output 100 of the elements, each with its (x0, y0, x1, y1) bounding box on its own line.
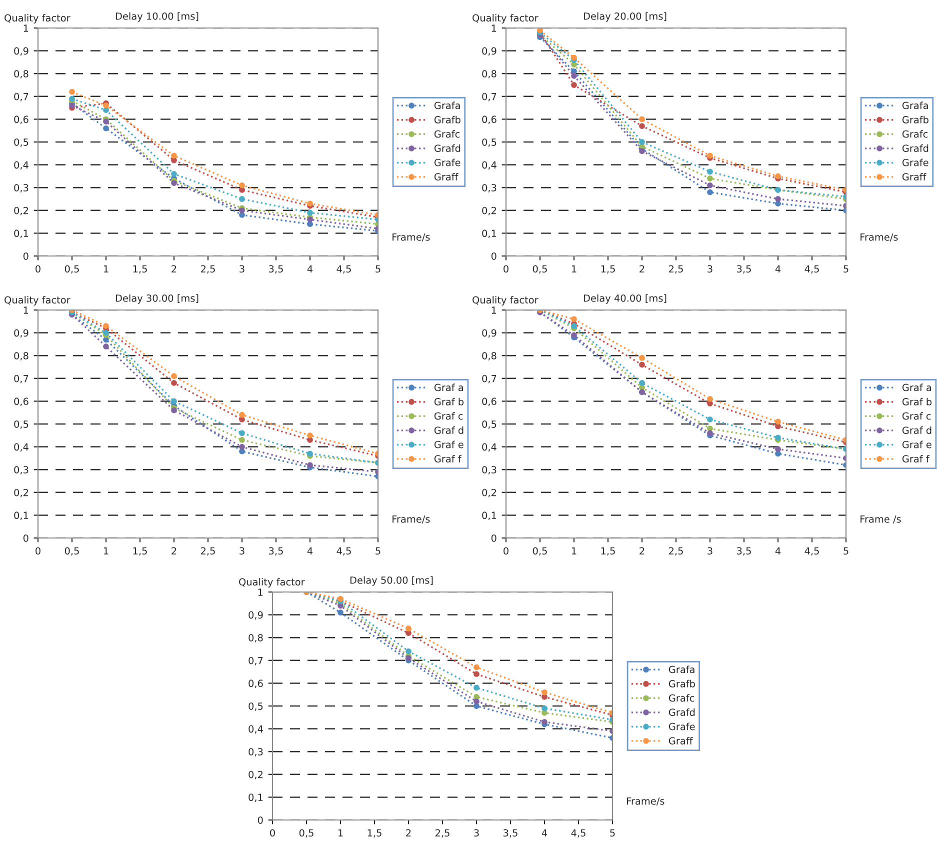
y-tick-label: 0,2 (14, 488, 28, 498)
chart-title: Delay 30.00 [ms] (116, 294, 198, 304)
x-tick-label: 1 (104, 547, 108, 554)
y-axis-title: Quality factor (239, 578, 305, 588)
y-tick-label: 0,5 (248, 702, 263, 711)
y-tick-label: 0,7 (248, 656, 263, 666)
x-tick-label: 0,5 (64, 265, 79, 274)
y-tick-label: 0,8 (14, 70, 28, 78)
y-tick-label: 0,9 (482, 47, 496, 56)
y-tick-label: 0,4 (14, 443, 28, 452)
y-axis-title: Quality factor (4, 14, 70, 24)
y-tick-label: 0,1 (482, 230, 496, 238)
legend-label: Grafc (902, 130, 928, 138)
y-tick-label: 0,6 (482, 398, 496, 406)
x-tick-label: 0 (36, 265, 40, 273)
y-tick-label: 0,5 (14, 420, 28, 429)
legend-label: Graf c (902, 412, 931, 420)
legend-label: Grafd (902, 144, 928, 152)
x-tick-label: 3 (240, 265, 244, 273)
legend-label: Graf c (434, 412, 463, 420)
y-tick-label: 0,4 (14, 161, 28, 170)
y-tick-label: 0,3 (482, 466, 496, 474)
y-tick-label: 0,3 (482, 184, 496, 192)
x-tick-label: 1 (338, 829, 343, 836)
x-tick-label: 2 (172, 265, 176, 272)
x-tick-label: 5 (610, 829, 615, 837)
x-axis-title: Frame/s (392, 234, 430, 242)
x-tick-label: 4,5 (336, 547, 351, 556)
x-axis-title: Frame /s (860, 516, 901, 524)
chart-title: Delay 50.00 [ms] (350, 576, 433, 586)
y-tick-label: 0,8 (248, 634, 263, 642)
x-tick-label: 4 (542, 829, 548, 836)
x-tick-label: 3 (240, 547, 244, 555)
x-tick-label: 0 (270, 829, 275, 837)
y-tick-label: 0,4 (482, 161, 496, 170)
legend-label: Graff (434, 172, 458, 180)
y-tick-label: 0,6 (248, 680, 263, 688)
x-tick-label: 3,5 (504, 829, 518, 838)
y-tick-label: 0,3 (14, 466, 28, 474)
y-tick-label: 0,8 (482, 70, 496, 78)
y-tick-label: 0 (23, 534, 28, 542)
y-tick-label: 0,7 (14, 374, 28, 384)
y-tick-label: 0 (491, 534, 496, 542)
legend-label: Graf d (434, 426, 464, 434)
y-tick-label: 0,9 (248, 611, 263, 620)
y-tick-label: 0,5 (482, 138, 496, 147)
legend-label: Grafa (434, 102, 460, 110)
x-tick-label: 4,5 (804, 547, 819, 556)
x-tick-label: 4 (775, 265, 781, 272)
legend-label: Graf b (902, 398, 932, 406)
legend-label: Graff (668, 736, 693, 744)
y-tick-label: 0,5 (482, 420, 496, 429)
y-tick-label: 0,9 (14, 47, 28, 56)
y-tick-label: 0 (491, 252, 496, 260)
y-tick-label: 0,4 (482, 443, 496, 452)
x-tick-label: 5 (376, 547, 380, 555)
legend-label: Grafd (434, 144, 460, 152)
legend-label: Graf a (434, 384, 463, 392)
y-tick-label: 0,2 (482, 488, 496, 498)
x-tick-label: 1,5 (368, 829, 382, 838)
x-axis-title: Frame/s (860, 234, 898, 242)
legend-label: Grafb (434, 116, 460, 124)
y-tick-label: 0,8 (14, 352, 28, 360)
x-tick-label: 1 (572, 265, 576, 272)
x-tick-label: 2,5 (668, 265, 683, 274)
y-tick-label: 1 (492, 306, 496, 314)
x-tick-label: 5 (844, 265, 848, 273)
x-tick-label: 0,5 (532, 265, 547, 274)
y-tick-label: 1 (24, 306, 28, 314)
legend-label: Graf f (902, 454, 930, 462)
y-tick-label: 0,6 (14, 116, 28, 124)
y-tick-label: 1 (258, 588, 263, 596)
y-tick-label: 0 (258, 816, 263, 824)
legend-label: Grafc (434, 130, 460, 138)
y-tick-label: 0,4 (248, 725, 263, 734)
x-tick-label: 2,5 (200, 265, 215, 274)
y-tick-label: 0,5 (14, 138, 28, 147)
x-tick-label: 3,5 (269, 265, 283, 274)
y-tick-label: 0,9 (482, 329, 496, 338)
y-tick-label: 0,1 (14, 230, 28, 238)
x-tick-label: 0,5 (64, 547, 79, 556)
x-tick-label: 4 (307, 547, 313, 554)
x-tick-label: 3,5 (737, 265, 751, 274)
x-tick-label: 0 (504, 547, 508, 555)
x-tick-label: 4 (775, 547, 781, 554)
x-tick-label: 5 (376, 265, 380, 273)
chart-title: Delay 10.00 [ms] (116, 12, 198, 22)
y-tick-label: 0,3 (14, 184, 28, 192)
y-axis-title: Quality factor (472, 14, 538, 24)
x-tick-label: 2 (640, 265, 644, 272)
y-axis-title: Quality factor (4, 296, 70, 306)
legend-label: Graf e (434, 440, 464, 448)
x-tick-label: 2 (172, 547, 176, 554)
legend-label: Graff (902, 172, 926, 180)
x-tick-label: 3 (474, 829, 479, 837)
y-tick-label: 0,6 (14, 398, 28, 406)
x-tick-label: 1 (572, 547, 576, 554)
x-tick-label: 0 (504, 265, 508, 273)
x-tick-label: 1 (104, 265, 108, 272)
y-tick-label: 0,1 (14, 512, 28, 520)
